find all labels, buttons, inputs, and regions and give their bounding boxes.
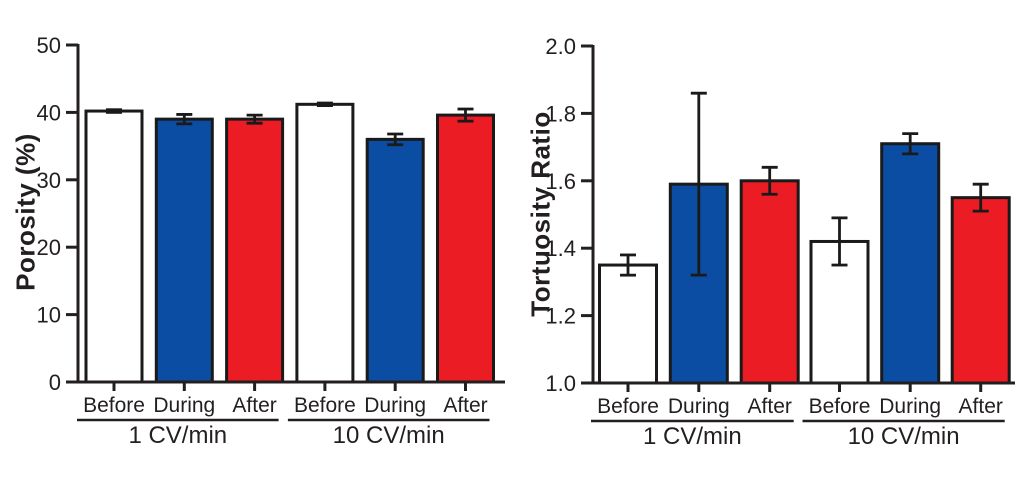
tortuosity-y-tick-label: 1.8	[545, 101, 576, 126]
porosity-y-tick-label: 0	[49, 370, 61, 395]
tortuosity-y-tick-label: 2.0	[545, 34, 576, 59]
porosity-y-tick-label: 20	[37, 235, 61, 260]
porosity-bar-before-group2	[295, 102, 355, 384]
tortuosity-category-label: After	[748, 395, 792, 418]
tortuosity-group-label: 10 CV/min	[848, 423, 960, 450]
tortuosity-category-label: After	[959, 395, 1003, 418]
porosity-y-tick-label: 10	[37, 303, 61, 328]
porosity-bar-after-group1	[225, 117, 285, 384]
tortuosity-y-tick-label: 1.0	[545, 371, 576, 396]
porosity-bar-during-group1	[154, 117, 214, 384]
porosity-category-label: During	[153, 394, 215, 417]
porosity-category-label: During	[364, 394, 426, 417]
porosity-group-label: 10 CV/min	[333, 422, 445, 449]
tortuosity-group-label: 1 CV/min	[643, 423, 742, 450]
tortuosity-y-tick-label: 1.6	[545, 169, 576, 194]
porosity-group-label: 1 CV/min	[128, 422, 227, 449]
tortuosity-bar-before-group1	[598, 263, 658, 385]
tortuosity-y-axis-title: Tortuosity Ratio	[525, 111, 556, 317]
tortuosity-bar-during-group2	[880, 142, 941, 385]
porosity-y-tick-label: 30	[37, 168, 61, 193]
tortuosity-y-tick-label: 1.4	[545, 236, 576, 261]
tortuosity-category-label: Before	[809, 395, 871, 418]
porosity-bar-during-group2	[365, 137, 425, 384]
porosity-category-label: After	[232, 394, 276, 417]
porosity-category-label: After	[443, 394, 487, 417]
tortuosity-y-tick-label: 1.2	[545, 304, 576, 329]
porosity-y-axis-title: Porosity (%)	[10, 133, 41, 291]
tortuosity-category-label: During	[879, 395, 941, 418]
porosity-category-label: Before	[83, 394, 145, 417]
porosity-y-tick-label: 50	[37, 33, 61, 58]
porosity-bar-before-group1	[84, 109, 144, 384]
tortuosity-category-label: Before	[597, 395, 659, 418]
tortuosity-category-label: During	[668, 395, 730, 418]
porosity-category-label: Before	[294, 394, 356, 417]
porosity-bar-after-group2	[436, 113, 495, 384]
tortuosity-bar-after-group1	[739, 179, 800, 385]
tortuosity-bar-after-group2	[950, 196, 1011, 385]
porosity-y-tick-label: 40	[37, 100, 61, 125]
